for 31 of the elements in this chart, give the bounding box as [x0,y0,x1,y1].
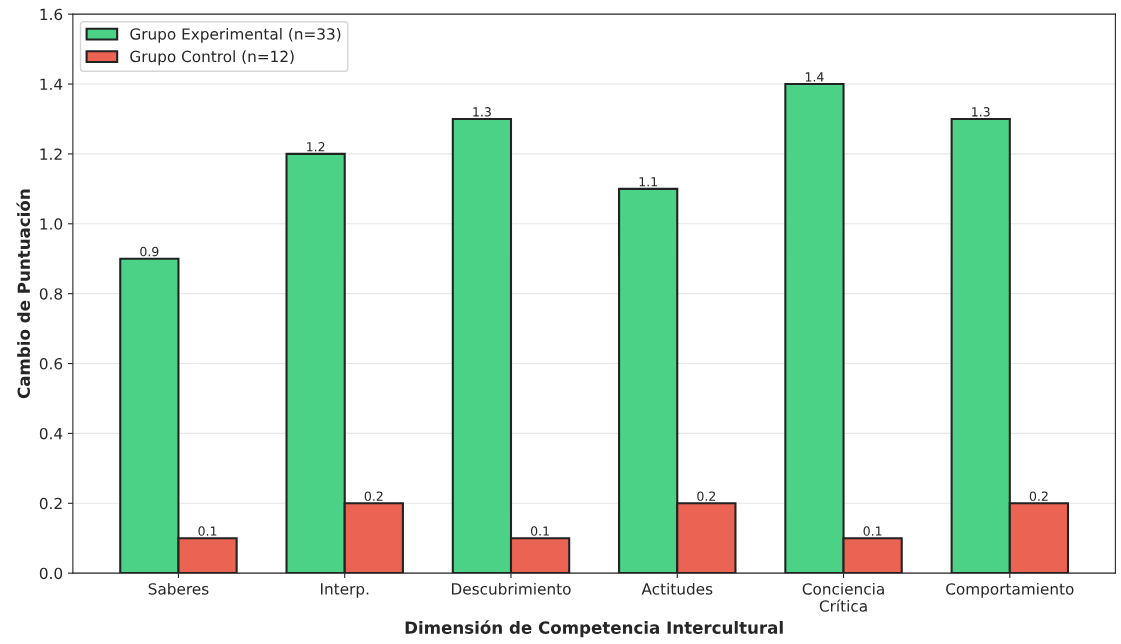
y-axis-title: Cambio de Puntuación [16,189,31,399]
data-label: 0.9 [140,246,159,257]
y-tick-label: 0.0 [39,567,63,580]
legend-label: Grupo Experimental (n=33) [130,27,341,43]
x-tick-label: Actitudes [641,582,713,595]
y-tick-label: 0.2 [39,497,62,510]
data-label: 0.1 [530,526,549,536]
x-tick-label: Descubrimiento [452,582,571,595]
y-tick-label: 1.4 [40,78,63,90]
y-tick-label: 1.2 [40,148,62,160]
data-label: 0.2 [1029,491,1048,501]
y-tick-label: 1.0 [40,218,63,230]
data-label: 0.2 [697,491,716,501]
data-label: 0.1 [863,526,882,536]
y-tick-label: 0.4 [39,427,63,440]
y-tick-label: 0.8 [39,288,63,300]
x-tick-label: Comportamiento [946,582,1074,598]
y-tick-label: 0.6 [39,358,63,370]
data-label: 0.2 [364,491,383,501]
y-tick-label: 1.6 [40,8,63,21]
data-label: 1.3 [972,107,990,117]
data-label: 0.1 [198,526,217,536]
x-tick-label: Interp. [321,583,369,598]
x-axis-title: Dimensión de Competencia Intercultural [405,620,783,638]
data-label: 1.1 [639,177,657,187]
legend-label: Grupo Control (n=12) [130,50,294,66]
data-label: 1.4 [805,72,824,82]
data-label: 1.3 [473,107,491,117]
x-tick-label: Conciencia Crítica [802,582,884,612]
x-tick-label: Saberes [148,582,209,595]
data-label: 1.2 [307,142,325,152]
